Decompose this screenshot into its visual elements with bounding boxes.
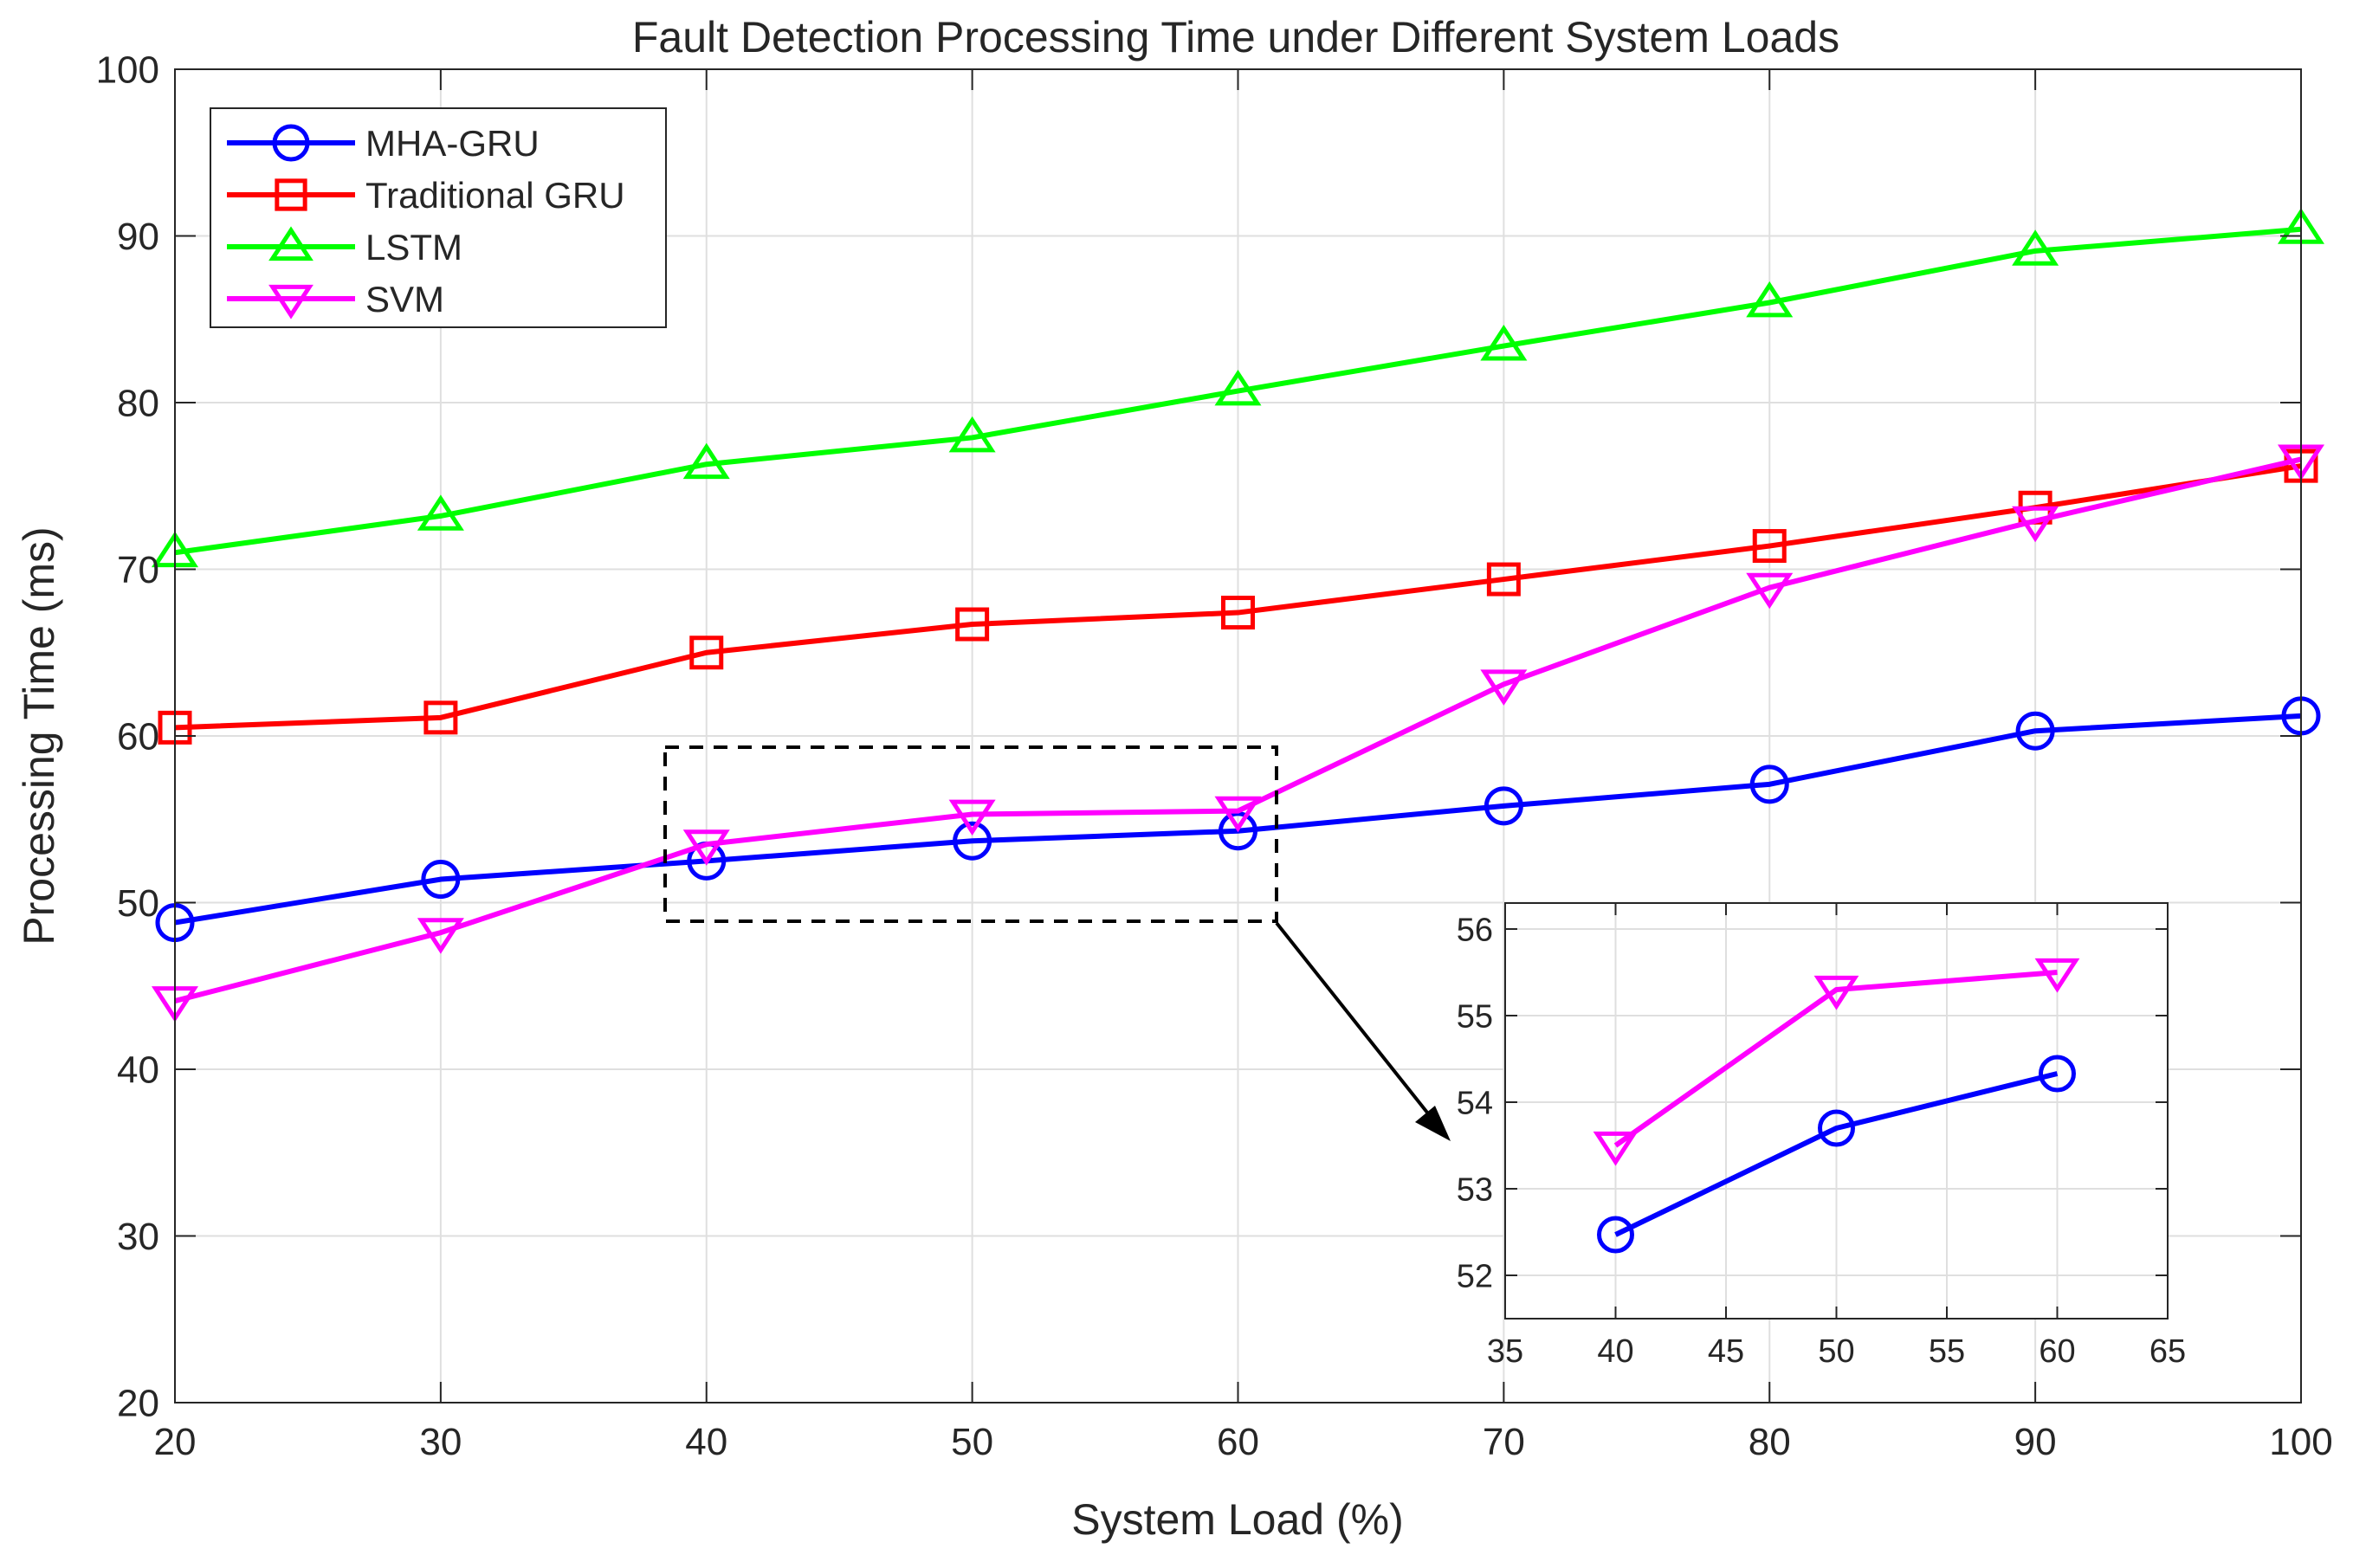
inset-point-mha-gru [1597, 1216, 1634, 1254]
inset-point-mha-gru [1818, 1109, 1855, 1147]
main-point-lstm [1214, 369, 1262, 406]
main-point-mha-gru [1484, 786, 1523, 826]
main-point-lstm [1480, 324, 1528, 361]
main-series-line-svm [174, 456, 2302, 1003]
inset-y-tick-label: 54 [1457, 1085, 1493, 1121]
main-y-tick-label: 60 [117, 715, 159, 758]
inset-x-tick-label: 50 [1818, 1333, 1854, 1370]
inset-series-group [1593, 958, 2080, 1254]
main-point-traditional-gru [423, 700, 458, 735]
legend-label-mha-gru: MHA-GRU [365, 123, 540, 164]
inset-y-tick-label: 52 [1457, 1258, 1493, 1294]
main-x-tick-label: 50 [951, 1421, 993, 1463]
main-x-tick-label: 90 [2014, 1421, 2057, 1463]
main-point-lstm [682, 442, 730, 480]
inset-point-svm [1813, 975, 1859, 1010]
inset-y-tick-label: 53 [1457, 1171, 1493, 1208]
inset-ticks: 35 40 45 50 55 60 65 52 53 54 55 56 [1457, 903, 2186, 1370]
main-point-mha-gru [421, 860, 461, 900]
main-point-svm [948, 799, 996, 836]
main-point-lstm [417, 494, 464, 531]
main-point-traditional-gru [1486, 562, 1521, 597]
main-y-tick-label: 70 [117, 549, 159, 591]
inset-x-tick-label: 65 [2149, 1333, 2186, 1370]
legend-label-lstm: LSTM [365, 227, 462, 268]
main-series-line-lstm [174, 226, 2302, 556]
main-point-svm [2012, 506, 2059, 543]
main-point-svm [682, 829, 730, 866]
main-x-tick-label: 80 [1749, 1421, 1791, 1463]
main-point-svm [1746, 572, 1794, 610]
main-point-traditional-gru [955, 607, 990, 642]
legend-label-svm: SVM [365, 279, 444, 319]
legend-marker-svm [268, 284, 314, 319]
main-x-tick-label: 30 [419, 1421, 462, 1463]
legend-marker-lstm [268, 226, 314, 261]
inset-x-tick-label: 55 [1929, 1333, 1965, 1370]
main-y-tick-label: 20 [117, 1382, 159, 1424]
x-axis-label: System Load (%) [1071, 1495, 1403, 1544]
y-axis-label: Processing Time (ms) [15, 526, 63, 945]
zoom-arrow-line [1275, 921, 1439, 1127]
inset-y-tick-label: 56 [1457, 912, 1493, 948]
main-x-tick-label: 100 [2269, 1421, 2332, 1463]
main-point-lstm [2012, 229, 2059, 266]
main-y-tick-label: 30 [117, 1216, 159, 1258]
main-x-tick-label: 20 [154, 1421, 197, 1463]
inset-x-tick-label: 40 [1597, 1333, 1633, 1370]
zoom-arrow-head [1415, 1106, 1451, 1141]
inset-point-svm [1593, 1131, 1639, 1166]
zoom-region-box [663, 745, 1278, 923]
main-x-tick-label: 60 [1217, 1421, 1259, 1463]
main-point-mha-gru [953, 821, 992, 861]
inset-series-line-svm [1613, 970, 2058, 1148]
main-point-svm [1214, 796, 1262, 833]
chart-title: Fault Detection Processing Time under Di… [632, 13, 1839, 61]
main-y-tick-label: 50 [117, 882, 159, 925]
legend: MHA-GRU Traditional GRU LSTM SVM [210, 107, 667, 328]
main-series-line-traditional-gru [174, 463, 2302, 731]
inset-x-tick-label: 60 [2039, 1333, 2075, 1370]
main-y-tick-label: 80 [117, 382, 159, 424]
legend-marker-traditional-gru [275, 178, 307, 211]
inset-series-line-mha-gru [1614, 1071, 2059, 1237]
main-point-lstm [1746, 281, 1794, 318]
main-y-tick-label: 40 [117, 1049, 159, 1091]
main-point-traditional-gru [1752, 529, 1787, 564]
main-point-lstm [948, 416, 996, 453]
inset-point-svm [2034, 958, 2080, 993]
legend-label-traditional-gru: Traditional GRU [365, 175, 625, 216]
main-point-mha-gru [2015, 711, 2055, 751]
main-y-tick-label: 90 [117, 216, 159, 258]
main-point-mha-gru [1749, 765, 1789, 804]
main-ticks: 20 30 40 50 60 70 80 90 100 20 30 40 50 60 70 80 90 100 [96, 48, 2333, 1463]
inset-plot-area: 35 40 45 50 55 60 65 52 53 54 55 56 [1457, 902, 2186, 1370]
main-point-mha-gru [1219, 811, 1257, 851]
main-point-svm [417, 918, 464, 954]
legend-marker-mha-gru [272, 124, 310, 162]
main-point-svm [1480, 669, 1528, 706]
main-x-tick-label: 40 [685, 1421, 727, 1463]
inset-y-tick-label: 55 [1457, 998, 1493, 1035]
main-y-tick-label: 100 [96, 48, 159, 91]
main-x-tick-label: 70 [1483, 1421, 1525, 1463]
main-point-traditional-gru [689, 636, 724, 670]
inset-point-mha-gru [2039, 1055, 2076, 1093]
inset-x-tick-label: 45 [1708, 1333, 1744, 1370]
main-point-traditional-gru [1221, 596, 1255, 630]
inset-x-tick-label: 35 [1487, 1333, 1523, 1370]
